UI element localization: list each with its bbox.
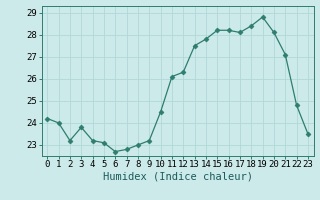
X-axis label: Humidex (Indice chaleur): Humidex (Indice chaleur) bbox=[103, 172, 252, 182]
